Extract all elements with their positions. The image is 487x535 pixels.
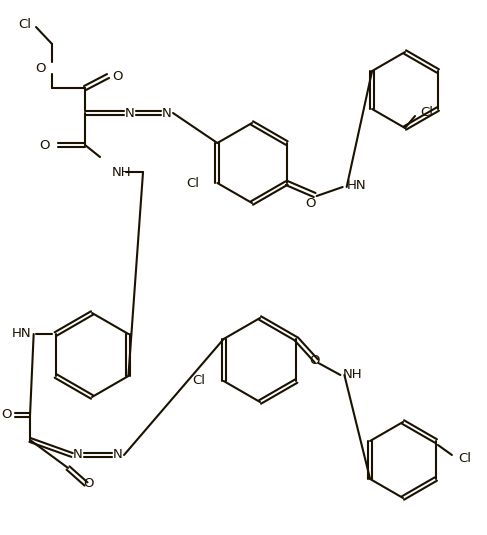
Text: N: N bbox=[125, 106, 135, 119]
Text: O: O bbox=[35, 62, 45, 74]
Text: N: N bbox=[162, 106, 172, 119]
Text: O: O bbox=[309, 355, 319, 368]
Text: Cl: Cl bbox=[187, 177, 199, 189]
Text: O: O bbox=[83, 477, 94, 491]
Text: Cl: Cl bbox=[420, 105, 433, 119]
Text: NH: NH bbox=[112, 165, 131, 179]
Text: O: O bbox=[1, 409, 12, 422]
Text: O: O bbox=[112, 70, 123, 82]
Text: Cl: Cl bbox=[193, 374, 206, 387]
Text: O: O bbox=[305, 196, 316, 210]
Text: N: N bbox=[113, 448, 123, 462]
Text: N: N bbox=[73, 448, 83, 462]
Text: HN: HN bbox=[12, 327, 32, 340]
Text: HN: HN bbox=[347, 179, 366, 192]
Text: Cl: Cl bbox=[18, 18, 31, 30]
Text: NH: NH bbox=[342, 369, 362, 381]
Text: O: O bbox=[39, 139, 49, 151]
Text: Cl: Cl bbox=[458, 453, 471, 465]
